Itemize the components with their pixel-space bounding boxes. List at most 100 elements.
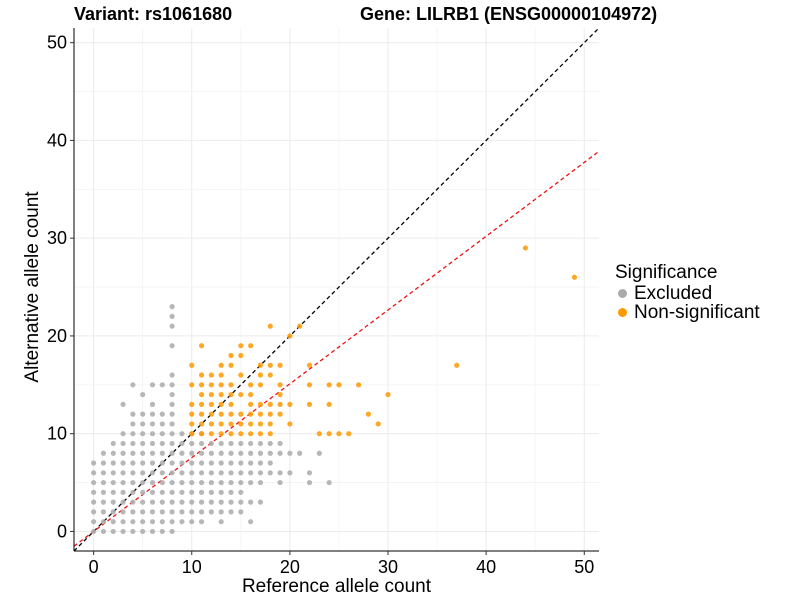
point-non-significant: [248, 401, 254, 407]
point-excluded: [189, 509, 195, 515]
point-excluded: [100, 489, 107, 495]
point-non-significant: [355, 382, 362, 388]
point-excluded: [228, 509, 234, 515]
point-excluded: [120, 528, 126, 535]
point-excluded: [277, 450, 283, 456]
point-excluded: [120, 440, 126, 447]
point-excluded: [179, 460, 185, 466]
point-excluded: [120, 489, 126, 495]
point-non-significant: [257, 411, 264, 417]
point-non-significant: [238, 431, 244, 437]
point-non-significant: [277, 391, 283, 398]
x-tick-label: 50: [574, 557, 594, 577]
point-non-significant: [198, 421, 205, 427]
point-excluded: [198, 450, 205, 456]
point-excluded: [100, 470, 107, 476]
point-non-significant: [228, 421, 234, 427]
point-non-significant: [316, 431, 322, 437]
point-excluded: [267, 460, 273, 466]
point-excluded: [100, 479, 107, 486]
point-excluded: [159, 411, 165, 417]
point-excluded: [100, 450, 107, 456]
point-non-significant: [218, 411, 224, 417]
y-tick-label: 50: [47, 33, 67, 53]
point-excluded: [169, 382, 175, 388]
point-excluded: [277, 440, 283, 447]
point-non-significant: [257, 362, 264, 368]
point-non-significant: [228, 401, 234, 407]
x-tick-label: 0: [89, 557, 99, 577]
point-excluded: [130, 479, 136, 486]
point-excluded: [110, 470, 116, 476]
point-excluded: [130, 489, 136, 495]
point-excluded: [120, 450, 126, 456]
point-excluded: [159, 440, 165, 447]
point-excluded: [248, 479, 254, 486]
point-non-significant: [238, 421, 244, 427]
point-excluded: [149, 489, 156, 495]
point-excluded: [238, 489, 244, 495]
variant-title: Variant: rs1061680: [74, 4, 233, 24]
point-excluded: [159, 421, 165, 427]
point-excluded: [179, 519, 185, 525]
point-excluded: [218, 519, 224, 525]
point-excluded: [228, 470, 234, 476]
point-excluded: [277, 470, 283, 476]
point-excluded: [159, 431, 165, 437]
point-excluded: [218, 489, 224, 495]
point-non-significant: [208, 431, 214, 437]
point-non-significant: [571, 274, 578, 280]
point-non-significant: [248, 431, 254, 437]
point-excluded: [257, 460, 264, 466]
point-excluded: [257, 470, 264, 476]
point-excluded: [306, 479, 313, 486]
point-non-significant: [189, 401, 195, 407]
point-non-significant: [228, 382, 234, 388]
point-excluded: [228, 450, 234, 456]
point-non-significant: [306, 362, 313, 368]
point-non-significant: [218, 391, 224, 398]
legend-label-excluded: Excluded: [634, 282, 713, 304]
x-tick-label: 40: [476, 557, 496, 577]
point-excluded: [91, 479, 97, 486]
point-excluded: [149, 509, 156, 515]
point-non-significant: [306, 401, 313, 407]
point-excluded: [198, 460, 205, 466]
point-excluded: [208, 499, 214, 505]
point-non-significant: [346, 431, 352, 437]
point-excluded: [248, 460, 254, 466]
point-excluded: [130, 470, 136, 476]
point-excluded: [218, 499, 224, 505]
point-excluded: [218, 509, 224, 515]
point-excluded: [159, 489, 165, 495]
point-excluded: [130, 460, 136, 466]
point-excluded: [140, 470, 146, 476]
legend: Significance Excluded Non-significant: [615, 262, 760, 323]
point-non-significant: [238, 352, 244, 359]
point-non-significant: [326, 401, 332, 407]
point-excluded: [179, 450, 185, 456]
point-excluded: [169, 304, 175, 310]
point-non-significant: [277, 362, 283, 368]
point-excluded: [198, 489, 205, 495]
point-excluded: [198, 470, 205, 476]
point-excluded: [169, 391, 175, 398]
y-tick-label: 0: [57, 521, 67, 541]
point-excluded: [120, 470, 126, 476]
point-excluded: [130, 519, 136, 525]
point-excluded: [149, 450, 156, 456]
point-non-significant: [522, 245, 529, 251]
point-non-significant: [248, 343, 254, 349]
point-excluded: [149, 479, 156, 486]
point-excluded: [179, 499, 185, 505]
point-excluded: [130, 411, 136, 417]
point-excluded: [130, 421, 136, 427]
point-non-significant: [198, 411, 205, 417]
point-non-significant: [189, 382, 195, 388]
point-excluded: [257, 440, 264, 447]
point-excluded: [169, 431, 175, 437]
point-excluded: [159, 519, 165, 525]
point-excluded: [248, 519, 254, 525]
point-non-significant: [257, 382, 264, 388]
point-excluded: [267, 440, 273, 447]
